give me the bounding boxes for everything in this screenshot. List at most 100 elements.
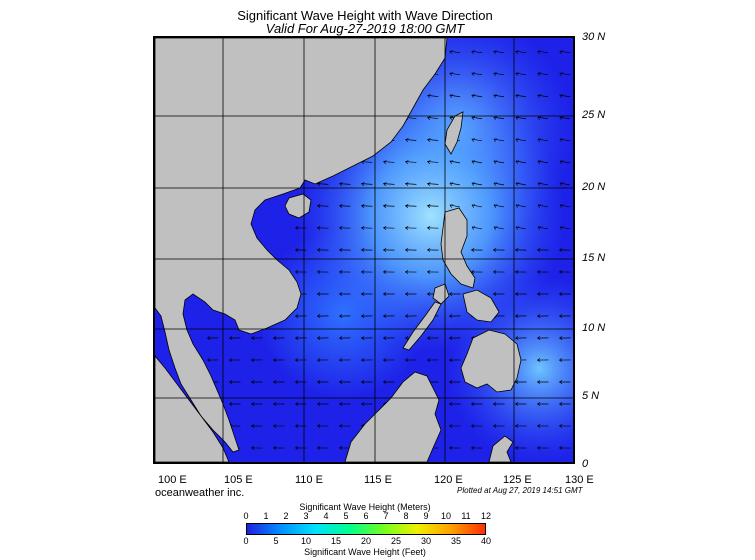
colorbar-meters-tick: 10 (440, 511, 451, 521)
wave-arrow (558, 402, 571, 406)
wave-arrow (404, 270, 417, 274)
wave-arrow (316, 292, 329, 296)
wave-arrow (338, 402, 351, 406)
wave-height-map (153, 36, 575, 464)
wave-arrow (492, 292, 505, 296)
colorbar-meters-tick: 1 (263, 511, 269, 521)
colorbar (246, 523, 486, 535)
wave-arrow (338, 182, 351, 186)
wave-arrow (536, 314, 549, 318)
wave-arrow (426, 226, 439, 230)
wave-arrow (294, 226, 307, 230)
land-mindanao (460, 329, 522, 393)
wave-arrow (536, 358, 549, 362)
land-taiwan (444, 111, 464, 155)
wave-arrow (558, 248, 571, 252)
wave-arrow (537, 50, 549, 54)
wave-arrow (537, 182, 548, 186)
wave-arrow (559, 182, 570, 186)
wave-arrow (404, 358, 417, 362)
wave-arrow (514, 336, 527, 340)
wave-arrow (360, 248, 373, 252)
wave-arrow (338, 204, 351, 208)
wave-arrow (426, 160, 439, 164)
wave-arrow (294, 424, 307, 428)
wave-arrow (514, 424, 527, 428)
wave-arrow (316, 336, 329, 340)
wave-arrow (404, 226, 417, 230)
wave-arrow (294, 336, 307, 340)
wave-arrow (272, 380, 285, 384)
colorbar-meters-tick: 11 (461, 511, 471, 521)
wave-arrow (228, 336, 241, 340)
wave-arrow (558, 270, 571, 274)
wave-arrow (558, 336, 571, 340)
colorbar-meters-tick: 4 (323, 511, 329, 521)
wave-arrow (492, 424, 505, 428)
wave-arrow (470, 446, 483, 450)
wave-arrow (250, 424, 263, 428)
wave-arrow (559, 116, 571, 120)
colorbar-meters-tick: 8 (403, 511, 409, 521)
wave-arrow (404, 182, 417, 186)
wave-arrow (382, 336, 395, 340)
wave-arrow (558, 424, 571, 428)
wave-arrow (228, 402, 241, 406)
colorbar-meters-tick: 2 (283, 511, 289, 521)
wave-arrow (316, 424, 329, 428)
wave-arrow (558, 292, 571, 296)
colorbar-feet-tick: 35 (450, 536, 461, 546)
wave-arrow (382, 270, 395, 274)
wave-arrow (536, 424, 549, 428)
wave-direction-arrows (206, 50, 571, 450)
longitude-label: 125 E (503, 474, 532, 486)
wave-arrow (537, 204, 548, 208)
wave-arrow (316, 446, 329, 450)
wave-arrow (316, 358, 329, 362)
wave-arrow (360, 402, 373, 406)
wave-arrow (426, 270, 439, 274)
wave-arrow (471, 226, 482, 230)
latitude-label: 15 N (582, 252, 606, 264)
wave-arrow (360, 314, 373, 318)
wave-arrow (338, 226, 351, 230)
wave-arrow (360, 358, 373, 362)
wave-arrow (448, 402, 461, 406)
wave-arrow (449, 50, 461, 54)
wave-arrow (559, 94, 571, 98)
wave-arrow (536, 248, 549, 252)
colorbar-feet-tick: 40 (480, 536, 491, 546)
wave-arrow (404, 204, 417, 208)
wave-arrow (492, 248, 505, 252)
colorbar-meters-tick: 0 (243, 511, 249, 521)
wave-arrow (316, 182, 329, 186)
wave-arrow (449, 72, 461, 76)
wave-arrow (559, 50, 571, 54)
wave-arrow (514, 292, 527, 296)
longitude-label: 115 E (364, 474, 392, 486)
wave-arrow (449, 204, 460, 208)
wave-arrow (514, 248, 527, 252)
colorbar-feet-tick: 30 (420, 536, 431, 546)
wave-arrow (471, 138, 483, 142)
latitude-label: 5 N (582, 390, 600, 402)
land-borneo (344, 371, 442, 462)
wave-arrow (338, 424, 351, 428)
wave-arrow (382, 314, 395, 318)
wave-arrow (338, 336, 351, 340)
wave-arrow (272, 336, 285, 340)
wave-arrow (294, 380, 307, 384)
wave-arrow (294, 358, 307, 362)
wave-arrow (493, 226, 504, 230)
wave-arrow (448, 358, 461, 362)
wave-arrow (426, 204, 439, 208)
wave-arrow (471, 50, 483, 54)
map-canvas (155, 38, 573, 462)
wave-arrow (559, 160, 570, 164)
wave-arrow (514, 314, 527, 318)
wave-arrow (448, 314, 461, 318)
colorbar-meters-tick: 12 (480, 511, 491, 521)
wave-arrow (515, 116, 527, 120)
wave-arrow (558, 446, 571, 450)
wave-arrow (360, 292, 373, 296)
